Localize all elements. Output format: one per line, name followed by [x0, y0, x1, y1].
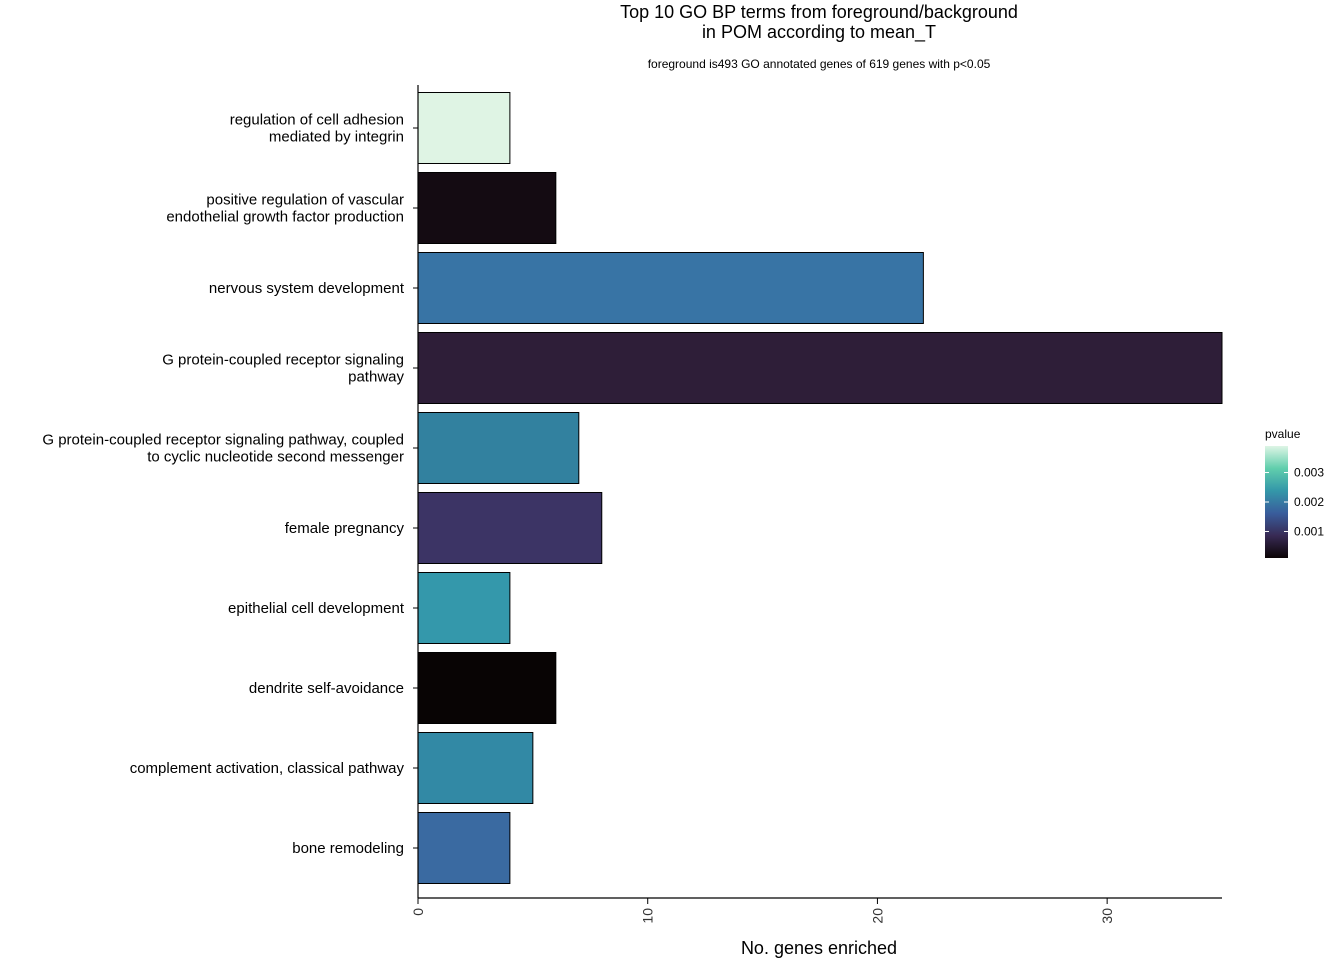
- y-label-1-0: positive regulation of vascular: [206, 192, 404, 209]
- y-label-9-0: bone remodeling: [292, 840, 404, 857]
- bar-1: [417, 172, 557, 244]
- y-label-1-1: endothelial growth factor production: [166, 209, 404, 226]
- bar-2: [417, 252, 924, 324]
- y-label-3-1: pathway: [348, 369, 404, 386]
- x-axis-ticks: 0 10 20 30: [410, 898, 1115, 924]
- chart-subtitle: foreground is493 GO annotated genes of 6…: [648, 57, 991, 71]
- bar-4: [417, 412, 580, 484]
- legend-ticks: 0.003 0.002 0.001: [1265, 466, 1324, 538]
- x-tick-label-2: 20: [869, 908, 885, 924]
- y-label-0-0: regulation of cell adhesion: [230, 112, 404, 129]
- y-label-3-0: G protein-coupled receptor signaling: [162, 352, 404, 369]
- x-tick-label-1: 10: [640, 908, 656, 924]
- y-label-4-0: G protein-coupled receptor signaling pat…: [42, 432, 404, 449]
- y-label-0-1: mediated by integrin: [269, 129, 404, 146]
- chart-title-line-1: Top 10 GO BP terms from foreground/backg…: [620, 2, 1018, 22]
- y-label-2-0: nervous system development: [209, 280, 405, 297]
- bar-0: [417, 92, 511, 164]
- bar-5: [417, 492, 603, 564]
- bar-9: [417, 812, 511, 884]
- bar-7: [417, 652, 557, 724]
- y-label-8-0: complement activation, classical pathway: [130, 760, 405, 777]
- x-axis-label: No. genes enriched: [741, 938, 897, 958]
- bar-8: [417, 732, 534, 804]
- bar-6: [417, 572, 511, 644]
- y-label-6-0: epithelial cell development: [228, 600, 405, 617]
- bars-group: [417, 92, 1223, 884]
- chart-title-line-2: in POM according to mean_T: [702, 22, 936, 43]
- y-label-4-1: to cyclic nucleotide second messenger: [147, 449, 404, 466]
- x-tick-label-3: 30: [1099, 908, 1115, 924]
- x-tick-label-0: 0: [410, 908, 426, 916]
- legend-colorbar: [1265, 446, 1288, 558]
- y-label-5-0: female pregnancy: [285, 520, 405, 537]
- legend-tick-label-2: 0.001: [1294, 524, 1324, 538]
- legend-tick-label-1: 0.002: [1294, 495, 1324, 509]
- legend-title: pvalue: [1265, 427, 1301, 441]
- bar-3: [417, 332, 1223, 404]
- legend-tick-label-0: 0.003: [1294, 466, 1324, 480]
- legend: pvalue 0.003 0.002 0.001: [1265, 427, 1324, 558]
- y-label-7-0: dendrite self-avoidance: [249, 680, 404, 697]
